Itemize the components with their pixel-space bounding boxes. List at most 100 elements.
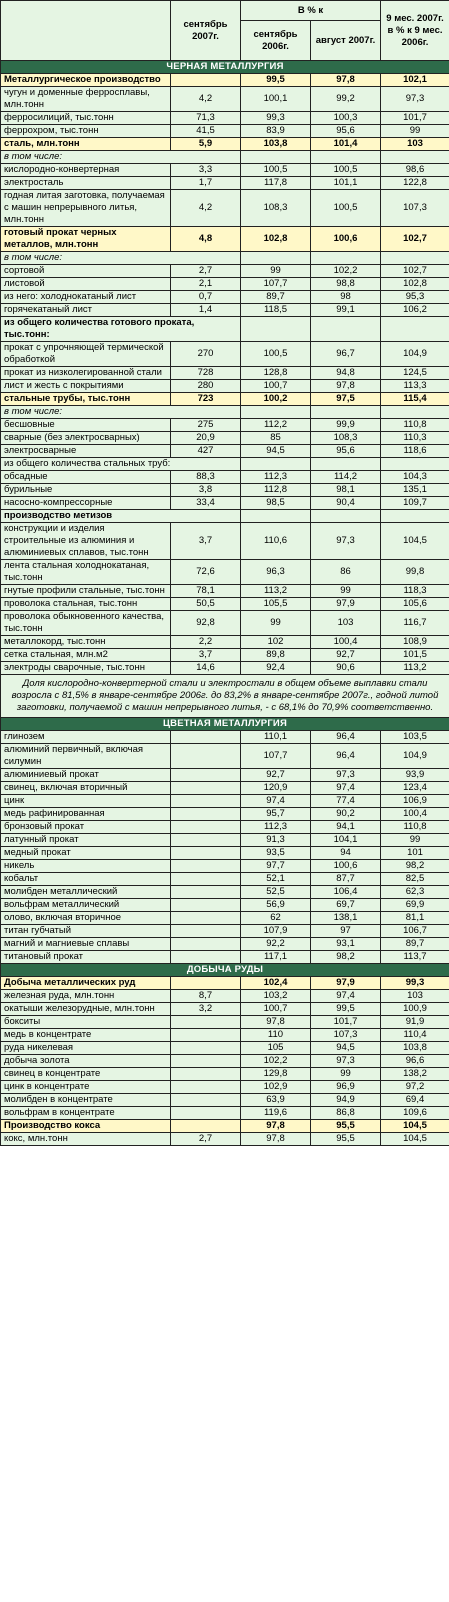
row-label: горячекатаный лист [0, 303, 171, 317]
table-row: алюминий первичный, включая силумин 107,7… [0, 743, 449, 769]
value-c3: 106,4 [310, 885, 381, 899]
value-c2: 62 [240, 911, 311, 925]
row-label: кобальт [0, 872, 171, 886]
value-c4: 109,6 [380, 1106, 449, 1120]
value-c1 [170, 820, 241, 834]
value-c4: 108,9 [380, 635, 449, 649]
row-label: олово, включая вторичное [0, 911, 171, 925]
value-c3: 101,1 [310, 176, 381, 190]
value-c1 [170, 1054, 241, 1068]
table-row: сортовой 2,7 99 102,2 102,7 [0, 264, 449, 278]
value-c4: 106,9 [380, 794, 449, 808]
header-aug-2007: август 2007г. [310, 20, 381, 61]
value-c3: 93,1 [310, 937, 381, 951]
value-c4: 122,8 [380, 176, 449, 190]
value-c4: 113,2 [380, 661, 449, 675]
table-row: бурильные 3,8 112,8 98,1 135,1 [0, 483, 449, 497]
table-row: готовый прокат черных металлов, млн.тонн… [0, 226, 449, 252]
row-label: производство метизов [0, 509, 241, 523]
value-c2: 97,8 [240, 1132, 311, 1146]
value-c2: 103,2 [240, 989, 311, 1003]
value-c3: 97,4 [310, 989, 381, 1003]
value-c2: 100,7 [240, 379, 311, 393]
header-group-percent: В % к [240, 0, 381, 21]
value-c4: 103 [380, 989, 449, 1003]
table-row: титановый прокат 117,1 98,2 113,7 [0, 950, 449, 964]
value-c1 [170, 743, 241, 769]
value-c3: 102,2 [310, 264, 381, 278]
value-c1: 33,4 [170, 496, 241, 510]
value-c3: 104,1 [310, 833, 381, 847]
table-row: металлокорд, тыс.тонн 2,2 102 100,4 108,9 [0, 635, 449, 649]
table-row: добыча золота 102,2 97,3 96,6 [0, 1054, 449, 1068]
value-c4: 118,6 [380, 444, 449, 458]
row-label: бурильные [0, 483, 171, 497]
empty-cell [240, 405, 311, 419]
value-c3: 99,9 [310, 418, 381, 432]
statistics-table: сентябрь 2007г. В % к 9 мес. 2007г. в % … [0, 0, 449, 1146]
row-label: электроды сварочные, тыс.тонн [0, 661, 171, 675]
value-c4: 99,8 [380, 559, 449, 585]
value-c1 [170, 794, 241, 808]
value-c1: 3,7 [170, 522, 241, 560]
value-c4: 110,8 [380, 820, 449, 834]
empty-cell [310, 405, 381, 419]
value-c4: 95,3 [380, 290, 449, 304]
empty-cell [380, 316, 449, 342]
value-c3: 86 [310, 559, 381, 585]
value-c3: 97,3 [310, 1054, 381, 1068]
value-c2: 118,5 [240, 303, 311, 317]
value-c3: 97,3 [310, 522, 381, 560]
value-c3: 94,8 [310, 366, 381, 380]
value-c2: 98,5 [240, 496, 311, 510]
table-row: сварные (без электросварных) 20,9 85 108,3 1… [0, 431, 449, 445]
value-c2: 117,1 [240, 950, 311, 964]
row-label: цинк [0, 794, 171, 808]
table-row: прокат с упрочняющей термической обработ… [0, 341, 449, 367]
value-c1: 8,7 [170, 989, 241, 1003]
value-c3: 95,6 [310, 124, 381, 138]
table-row: прокат из низколегированной стали 728 128,… [0, 366, 449, 380]
table-row: окатыши железорудные, млн.тонн 3,2 100,7 99… [0, 1002, 449, 1016]
table-row: бесшовные 275 112,2 99,9 110,8 [0, 418, 449, 432]
table-row: проволока обыкновенного качества, тыс.то… [0, 610, 449, 636]
value-c4: 99 [380, 833, 449, 847]
table-row: вольфрам металлический 56,9 69,7 69,9 [0, 898, 449, 912]
value-c3: 138,1 [310, 911, 381, 925]
value-c4: 104,5 [380, 1132, 449, 1146]
value-c2: 99 [240, 610, 311, 636]
value-c4: 106,7 [380, 924, 449, 938]
row-label: алюминий первичный, включая силумин [0, 743, 171, 769]
empty-cell [240, 457, 311, 471]
value-c3: 98,8 [310, 277, 381, 291]
value-c3: 97,3 [310, 768, 381, 782]
table-row: из общего количества стальных труб: [0, 457, 449, 471]
empty-cell [310, 509, 381, 523]
section-header-row: ЧЕРНАЯ МЕТАЛЛУРГИЯ [0, 60, 449, 74]
row-label: кокс, млн.тонн [0, 1132, 171, 1146]
value-c2: 99 [240, 264, 311, 278]
value-c1 [170, 898, 241, 912]
value-c4: 105,6 [380, 597, 449, 611]
value-c3: 94 [310, 846, 381, 860]
value-c1 [170, 859, 241, 873]
value-c4: 99 [380, 124, 449, 138]
value-c3: 97,4 [310, 781, 381, 795]
value-c4: 113,7 [380, 950, 449, 964]
value-c3: 97,9 [310, 976, 381, 990]
row-label: медный прокат [0, 846, 171, 860]
table-row: лента стальная холоднокатаная, тыс.тонн 7… [0, 559, 449, 585]
value-c2: 102,4 [240, 976, 311, 990]
value-c2: 97,4 [240, 794, 311, 808]
value-c3: 90,4 [310, 496, 381, 510]
value-c1: 50,5 [170, 597, 241, 611]
value-c1: 4,8 [170, 226, 241, 252]
value-c2: 112,3 [240, 470, 311, 484]
value-c2: 92,7 [240, 768, 311, 782]
value-c2: 100,2 [240, 392, 311, 406]
empty-cell [240, 150, 311, 164]
row-label: в том числе: [0, 405, 241, 419]
value-c2: 52,1 [240, 872, 311, 886]
row-label: молибден металлический [0, 885, 171, 899]
value-c4: 98,6 [380, 163, 449, 177]
